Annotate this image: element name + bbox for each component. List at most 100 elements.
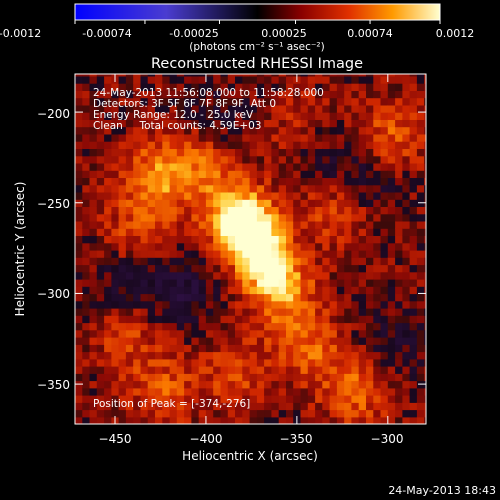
heatmap-cell: [235, 387, 243, 396]
heatmap-cell: [118, 170, 127, 178]
heatmap-cell: [307, 162, 316, 171]
heatmap-cell: [82, 409, 91, 418]
heatmap-cell: [329, 264, 338, 273]
heatmap-cell: [213, 97, 222, 106]
heatmap-cell: [402, 155, 411, 164]
heatmap-cell: [329, 307, 338, 316]
heatmap-cell: [300, 286, 309, 295]
heatmap-cell: [286, 220, 294, 229]
heatmap-cell: [220, 315, 229, 324]
heatmap-cells: [75, 74, 426, 424]
heatmap-cell: [169, 257, 178, 266]
heatmap-cell: [125, 97, 134, 106]
heatmap-cell: [278, 126, 287, 135]
heatmap-cell: [227, 206, 236, 215]
heatmap-cell: [395, 75, 403, 84]
heatmap-cell: [409, 75, 418, 84]
heatmap-cell: [198, 351, 207, 360]
heatmap-cell: [351, 322, 360, 331]
heatmap-cell: [344, 373, 353, 382]
heatmap-cell: [125, 162, 134, 171]
heatmap-cell: [96, 141, 105, 149]
heatmap-cell: [118, 97, 127, 106]
heatmap-cell: [140, 329, 149, 338]
heatmap-cell: [409, 264, 418, 273]
y-tick-label-3: −350: [37, 378, 70, 392]
heatmap-cell: [344, 257, 353, 266]
heatmap-cell: [271, 337, 280, 345]
heatmap-cell: [395, 242, 403, 251]
heatmap-cell: [329, 75, 338, 84]
heatmap-cell: [336, 387, 345, 396]
heatmap-cell: [235, 184, 243, 193]
heatmap-cell: [242, 126, 251, 135]
heatmap-cell: [75, 83, 83, 91]
heatmap-cell: [169, 126, 178, 135]
heatmap-cell: [271, 220, 280, 229]
heatmap-cell: [336, 358, 345, 367]
heatmap-cell: [366, 90, 374, 99]
heatmap-cell: [373, 366, 382, 374]
heatmap-cell: [191, 112, 200, 120]
heatmap-cell: [249, 177, 258, 186]
heatmap-cell: [387, 104, 396, 113]
heatmap-cell: [286, 373, 294, 382]
heatmap-cell: [140, 155, 149, 164]
heatmap-cell: [329, 257, 338, 266]
heatmap-cell: [176, 119, 185, 128]
heatmap-cell: [198, 380, 207, 389]
heatmap-cell: [242, 329, 251, 338]
heatmap-cell: [264, 329, 272, 338]
heatmap-cell: [293, 271, 302, 280]
heatmap-cell: [329, 242, 338, 251]
heatmap-cell: [315, 264, 323, 273]
heatmap-cell: [227, 366, 236, 374]
heatmap-cell: [424, 416, 426, 424]
heatmap-cell: [256, 162, 265, 171]
heatmap-cell: [96, 206, 105, 215]
heatmap-cell: [387, 293, 396, 302]
heatmap-cell: [344, 206, 353, 215]
heatmap-cell: [366, 199, 374, 207]
heatmap-cell: [155, 119, 163, 128]
heatmap-cell: [344, 112, 353, 120]
heatmap-cell: [293, 402, 302, 411]
heatmap-cell: [395, 264, 403, 273]
heatmap-cell: [278, 220, 287, 229]
heatmap-cell: [184, 322, 192, 331]
heatmap-cell: [220, 191, 229, 200]
heatmap-cell: [307, 112, 316, 120]
heatmap-cell: [82, 286, 91, 295]
heatmap-cell: [424, 97, 426, 106]
heatmap-cell: [235, 119, 243, 128]
heatmap-cell: [256, 104, 265, 113]
heatmap-cell: [133, 90, 142, 99]
heatmap-cell: [307, 74, 316, 77]
heatmap-cell: [133, 344, 142, 353]
heatmap-cell: [227, 337, 236, 345]
heatmap-cell: [191, 228, 200, 236]
heatmap-cell: [424, 170, 426, 178]
heatmap-cell: [104, 387, 112, 396]
heatmap-cell: [322, 141, 331, 149]
heatmap-cell: [118, 249, 127, 258]
heatmap-cell: [307, 358, 316, 367]
heatmap-cell: [307, 213, 316, 222]
heatmap-cell: [424, 366, 426, 374]
heatmap-cell: [264, 220, 272, 229]
heatmap-cell: [278, 242, 287, 251]
heatmap-cell: [271, 416, 280, 424]
heatmap-cell: [140, 293, 149, 302]
heatmap-cell: [235, 162, 243, 171]
heatmap-cell: [380, 416, 389, 424]
heatmap-cell: [125, 300, 134, 309]
heatmap-cell: [358, 402, 367, 411]
heatmap-cell: [293, 315, 302, 324]
heatmap-cell: [416, 112, 425, 120]
heatmap-cell: [82, 344, 91, 353]
heatmap-cell: [104, 184, 112, 193]
heatmap-cell: [213, 329, 222, 338]
heatmap-cell: [387, 162, 396, 171]
heatmap-cell: [300, 162, 309, 171]
heatmap-cell: [118, 148, 127, 157]
